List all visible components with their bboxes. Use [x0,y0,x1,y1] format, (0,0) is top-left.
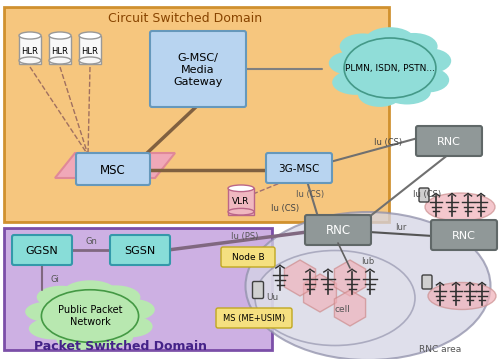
Ellipse shape [228,209,254,215]
FancyBboxPatch shape [305,215,371,245]
Bar [79,36,101,64]
Ellipse shape [29,318,79,340]
Text: Node B: Node B [232,252,264,261]
Text: PLMN, ISDN, PSTN...: PLMN, ISDN, PSTN... [345,64,435,73]
Ellipse shape [255,251,415,345]
Text: HLR: HLR [82,47,98,56]
Bar [4,7,389,222]
Ellipse shape [90,285,141,309]
Text: RNC area: RNC area [419,345,461,354]
FancyBboxPatch shape [12,235,72,265]
Text: Public Packet
Network: Public Packet Network [58,305,122,327]
Ellipse shape [19,57,41,64]
Ellipse shape [228,185,254,192]
Text: cell: cell [334,306,350,314]
Bar [19,36,41,64]
Polygon shape [55,153,175,178]
Text: RNC: RNC [326,224,351,238]
Ellipse shape [332,70,380,95]
Text: Uu: Uu [266,293,278,302]
FancyBboxPatch shape [431,220,497,250]
Text: Iu (CS): Iu (CS) [374,139,402,148]
FancyBboxPatch shape [416,126,482,156]
Ellipse shape [37,286,86,308]
Bar [49,36,71,64]
Text: Iub: Iub [361,257,374,266]
Ellipse shape [425,193,495,221]
Ellipse shape [19,32,41,39]
Bar [4,228,272,350]
Ellipse shape [54,298,126,334]
Ellipse shape [83,326,133,348]
Bar [228,188,254,215]
FancyBboxPatch shape [419,188,429,202]
FancyBboxPatch shape [422,275,432,289]
Ellipse shape [49,57,71,64]
FancyBboxPatch shape [76,153,150,185]
Text: VLR: VLR [232,197,249,206]
Text: HLR: HLR [22,47,38,56]
Text: Iu (CS): Iu (CS) [296,191,324,200]
Ellipse shape [329,52,369,75]
Text: Gn: Gn [85,238,97,247]
Text: GGSN: GGSN [26,246,58,256]
Ellipse shape [340,33,386,59]
Ellipse shape [428,283,496,309]
Text: Iur: Iur [395,224,407,233]
Text: SGSN: SGSN [124,246,156,256]
Ellipse shape [79,57,101,64]
Ellipse shape [358,82,402,107]
Text: MSC: MSC [100,163,126,177]
FancyBboxPatch shape [216,308,292,328]
Ellipse shape [406,67,449,93]
FancyBboxPatch shape [266,153,332,183]
Text: Iu (CS): Iu (CS) [271,204,299,213]
FancyBboxPatch shape [110,235,170,265]
Ellipse shape [390,33,437,60]
Text: RNC: RNC [452,231,476,241]
Text: Iu (CS): Iu (CS) [413,191,441,200]
Ellipse shape [364,27,416,56]
Ellipse shape [106,316,153,337]
Ellipse shape [408,48,451,73]
Ellipse shape [49,32,71,39]
Text: Iu (PS): Iu (PS) [231,233,259,242]
Ellipse shape [56,328,102,350]
Ellipse shape [109,299,155,321]
Ellipse shape [245,212,490,359]
Text: 3G-MSC: 3G-MSC [278,164,320,174]
Text: RNC: RNC [437,137,461,147]
Text: HLR: HLR [51,47,69,56]
Text: Gi: Gi [50,275,59,284]
Ellipse shape [383,80,431,104]
Text: G-MSC/
Media
Gateway: G-MSC/ Media Gateway [173,53,223,87]
Text: MS (ME+USIM): MS (ME+USIM) [223,313,285,322]
Text: Circuit Switched Domain: Circuit Switched Domain [108,11,262,24]
Ellipse shape [25,302,69,322]
Ellipse shape [62,280,117,306]
Ellipse shape [79,32,101,39]
FancyBboxPatch shape [150,31,246,107]
Ellipse shape [356,48,424,88]
FancyBboxPatch shape [253,281,264,298]
Text: Packet Switched Domain: Packet Switched Domain [33,340,207,353]
FancyBboxPatch shape [221,247,275,267]
